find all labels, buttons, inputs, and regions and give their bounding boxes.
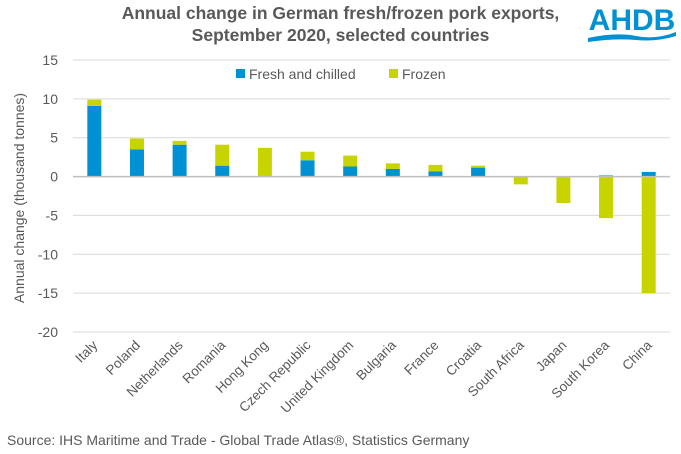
bar-fresh bbox=[385, 168, 400, 177]
y-tick-label: -15 bbox=[38, 285, 58, 301]
y-tick-label: 15 bbox=[42, 52, 58, 68]
category-label: Italy bbox=[72, 337, 100, 365]
bar-frozen bbox=[87, 99, 102, 106]
category-label: United Kingdom bbox=[278, 338, 357, 417]
category-label: Japan bbox=[533, 338, 570, 375]
legend-swatch-fresh bbox=[236, 69, 245, 78]
chart-title: Annual change in German fresh/frozen por… bbox=[0, 2, 681, 46]
bar-frozen bbox=[129, 138, 144, 150]
bar-fresh bbox=[428, 171, 443, 177]
bar-frozen bbox=[428, 164, 443, 172]
bar-fresh bbox=[471, 167, 486, 177]
bar-fresh bbox=[129, 149, 144, 177]
y-tick-label: -10 bbox=[38, 246, 58, 262]
ahdb-logo-wave bbox=[588, 32, 676, 42]
bar-frozen bbox=[599, 176, 614, 219]
bar-frozen bbox=[172, 140, 187, 145]
bar-fresh bbox=[215, 165, 230, 177]
category-label: Croatia bbox=[443, 337, 485, 379]
y-tick-label: -20 bbox=[38, 324, 58, 340]
bar-frozen bbox=[471, 165, 486, 168]
category-label: China bbox=[619, 337, 655, 373]
bar-frozen bbox=[641, 176, 656, 294]
bar-fresh bbox=[343, 166, 358, 177]
category-label: Bulgaria bbox=[353, 337, 399, 383]
y-tick-label: 0 bbox=[50, 169, 58, 185]
ahdb-logo-text: AHDB bbox=[589, 4, 676, 37]
legend-label-frozen: Frozen bbox=[402, 66, 446, 82]
bar-fresh bbox=[300, 160, 315, 177]
bar-frozen bbox=[257, 147, 272, 177]
ahdb-logo: AHDB bbox=[588, 4, 676, 42]
bar-frozen bbox=[556, 176, 571, 203]
y-tick-label: -5 bbox=[46, 207, 59, 223]
legend-swatch-frozen bbox=[389, 69, 398, 78]
bar-fresh bbox=[87, 105, 102, 177]
y-tick-label: 5 bbox=[50, 130, 58, 146]
bar-frozen bbox=[385, 163, 400, 169]
legend: Fresh and chilled Frozen bbox=[236, 66, 446, 82]
gridlines bbox=[73, 59, 670, 333]
category-label: Poland bbox=[103, 338, 143, 378]
category-label: France bbox=[401, 338, 441, 378]
bars bbox=[87, 99, 656, 294]
bar-frozen bbox=[215, 144, 230, 166]
y-tick-label: 10 bbox=[42, 91, 58, 107]
y-axis-label: Annual change (thousand tonnes) bbox=[11, 93, 27, 303]
chart-title-line1: Annual change in German fresh/frozen por… bbox=[121, 3, 560, 23]
bar-frozen bbox=[513, 176, 528, 185]
bar-fresh bbox=[172, 144, 187, 177]
y-tick-labels: 15 10 5 0 -5 -10 -15 -20 bbox=[38, 52, 58, 340]
bar-fresh bbox=[641, 171, 656, 177]
bar-frozen bbox=[343, 155, 358, 167]
chart-title-line2: September 2020, selected countries bbox=[191, 25, 490, 45]
legend-label-fresh: Fresh and chilled bbox=[249, 66, 356, 82]
bar-frozen bbox=[300, 151, 315, 161]
source-note: Source: IHS Maritime and Trade - Global … bbox=[7, 432, 470, 448]
